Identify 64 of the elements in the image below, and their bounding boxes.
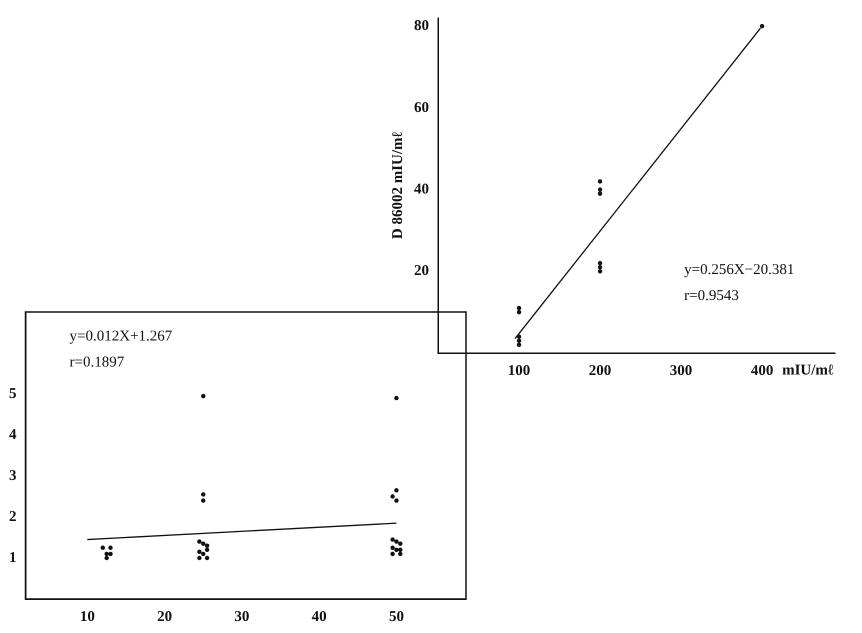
point [760, 24, 764, 28]
point [108, 546, 113, 550]
point [394, 488, 399, 493]
point [390, 546, 395, 550]
y-tick-label: 20 [414, 263, 429, 280]
point [398, 552, 403, 556]
x-tick-label: 40 [312, 608, 327, 625]
x-axis-title: mIU/mℓ [782, 362, 834, 378]
x-tick-label: 300 [670, 362, 692, 379]
point [516, 334, 522, 339]
y-tick-label: 1 [9, 550, 16, 566]
point [390, 494, 395, 499]
y-tick-label: 80 [414, 18, 429, 34]
x-tick-label: 50 [388, 608, 404, 625]
point [104, 552, 109, 556]
point [201, 498, 206, 503]
annotation: r=0.1897 [70, 354, 125, 371]
annotation: y=0.012X+1.267 [70, 328, 173, 345]
y-tick-label: 2 [9, 508, 16, 525]
x-tick-label: 30 [234, 608, 250, 625]
point [598, 187, 602, 192]
point [100, 546, 105, 550]
point [394, 498, 399, 503]
point [398, 548, 403, 552]
y-tick-label: 5 [9, 386, 16, 402]
annotation: y=0.256X−20.381 [684, 262, 794, 278]
point [201, 541, 206, 546]
y-tick-label: 60 [414, 100, 429, 116]
point [390, 552, 395, 556]
y-axis-title: D 86002 mIU/mℓ [390, 131, 406, 240]
point [197, 556, 202, 560]
x-tick-label: 100 [508, 362, 530, 379]
point [516, 338, 522, 343]
y-tick-label: 4 [9, 426, 17, 443]
point [197, 550, 202, 554]
point [516, 306, 522, 310]
point [108, 552, 113, 556]
y-tick-label: 40 [414, 181, 429, 198]
point [204, 556, 210, 560]
annotation: r=0.9543 [684, 288, 739, 304]
point [390, 537, 395, 542]
x-tick-label: 400 [750, 362, 774, 379]
y-tick-label: 3 [9, 468, 16, 484]
point [598, 269, 602, 274]
point [204, 544, 210, 548]
point [201, 492, 206, 497]
point [598, 179, 602, 184]
point [398, 541, 403, 546]
point [394, 396, 399, 400]
point [204, 548, 210, 552]
point [516, 310, 522, 314]
point [394, 548, 399, 552]
point [201, 394, 206, 398]
point [598, 265, 602, 270]
point [598, 260, 602, 266]
point [598, 191, 602, 196]
point [394, 539, 399, 544]
point [197, 539, 202, 544]
point [516, 342, 522, 348]
point [201, 552, 206, 556]
x-tick-label: 20 [157, 608, 172, 625]
point [104, 556, 109, 560]
x-tick-label: 200 [588, 362, 612, 379]
x-tick-label: 10 [80, 608, 95, 625]
